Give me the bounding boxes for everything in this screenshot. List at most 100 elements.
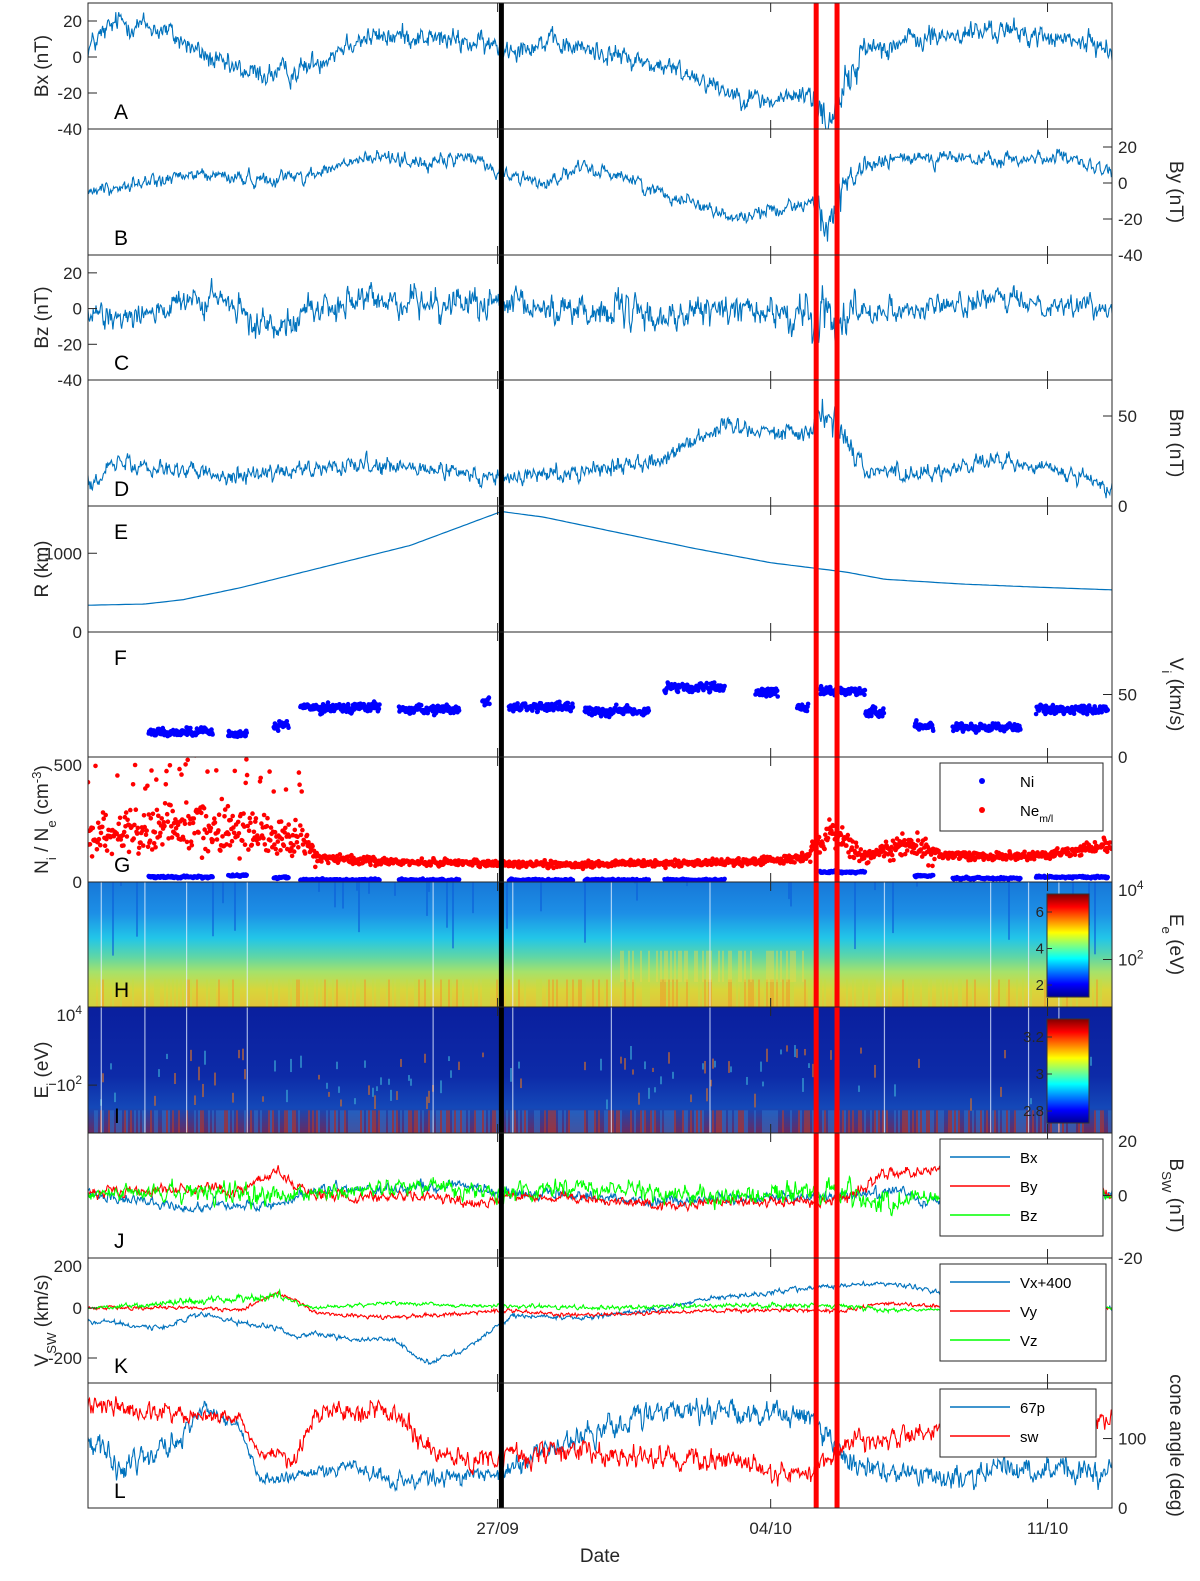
legend-entry-vz: Vz [1020,1333,1038,1350]
panel-d-frame [87,379,1113,507]
y-tick-label: -40 [57,120,82,139]
panel-g [88,757,1112,882]
y-tick-label: 0 [73,623,82,642]
legend-box [939,1388,1097,1458]
series-bz-line [88,278,1112,348]
series-67p-line [88,1397,1112,1493]
spectrogram-texture [88,882,1102,1007]
y-tick-label: 20 [1118,1132,1137,1151]
y-tick-label: 1000 [44,544,82,563]
legend-entry-by: By [1020,1179,1038,1196]
colorbar-tick-label: 3 [1036,1066,1044,1083]
y-tick-label: 0 [1118,1187,1127,1206]
panel-letter-b: B [114,227,128,250]
panel-letter-h: H [114,979,129,1002]
colorbar-tick-label: 3.2 [1023,1029,1044,1046]
y-tick-label: 200 [54,1257,82,1276]
panel-i-plot [88,1007,1112,1133]
panel-d [88,398,1112,499]
panel-letter-c: C [114,352,129,375]
panel-e [88,511,1112,606]
legend-entry-sw: sw [1020,1429,1039,1446]
y-tick-label: 50 [1118,686,1137,705]
y-tick-label: 104 [1118,878,1144,900]
panel-a-frame [87,2,1113,130]
colorbar-i [1046,1018,1090,1124]
y-tick-label: 0 [1118,1499,1127,1518]
legend-l: 67p sw [939,1388,1097,1458]
legend-g: Ni Nem/l [939,762,1104,832]
panel-c-plot [88,278,1112,348]
panel-d-plot [88,398,1112,499]
legend-box [939,762,1104,832]
y-tick-label: -20 [57,84,82,103]
x-tick-label: 27/09 [476,1519,519,1538]
panel-letter-l: L [114,1480,126,1503]
colorbar-tick-label: 4 [1036,941,1044,958]
panel-letter-f: F [114,647,127,670]
legend-entry-ne-m-l: Nem/l [1020,803,1053,825]
y-tick-label: -40 [57,371,82,390]
panel-a [88,12,1112,129]
colorbar-h [1046,893,1090,998]
y-tick-label: 0 [73,48,82,67]
y-tick-label: 0 [1118,497,1127,516]
series-r-line [88,511,1112,606]
y-tick-label: 0 [1118,748,1127,767]
y-tick-label: 20 [63,264,82,283]
x-axis-label: Date [580,1546,620,1567]
y-tick-label: 102 [56,1073,82,1095]
y-axis-label: Bx (nT) [32,35,53,97]
y-tick-label: 0 [73,300,82,319]
y-axis-label: Bz (nT) [32,286,53,348]
panel-h: 6 4 2 [88,882,1112,1007]
panel-letter-e: E [114,521,128,544]
legend-k: Vx+400 Vy Vz [939,1263,1107,1362]
y-tick-label: 0 [73,1299,82,1318]
x-tick-label: 04/10 [749,1519,792,1538]
panel-b-frame [87,128,1113,256]
panel-letter-i: I [114,1105,120,1128]
x-tick-label: 11/10 [1027,1519,1068,1538]
panel-e-plot [88,511,1112,606]
y-tick-label: 104 [56,1003,82,1025]
panel-i: 3.2 3 2.8 [88,1007,1112,1133]
panel-a-plot [88,12,1112,129]
y-tick-label: -20 [57,335,82,354]
legend-entry-ni: Ni [1020,774,1034,791]
y-axis-label: BSW (nT) [1160,1158,1187,1232]
y-tick-label: 102 [1118,948,1144,970]
series-ne-m-l-points [88,757,1112,872]
y-axis-label: Ni / Ne (cm-3) [29,765,59,874]
panel-c [88,278,1112,348]
panel-h-plot [88,882,1112,1007]
panel-letter-d: D [114,478,129,501]
legend-j: Bx By Bz [939,1138,1104,1237]
y-tick-label: 20 [1118,138,1137,157]
y-axis-label: Vi (km/s) [1160,658,1187,732]
y-tick-label: -20 [1118,210,1143,229]
panel-f [146,680,1110,740]
legend-entry-bx: Bx [1020,1150,1038,1167]
series-by-line [88,148,1112,242]
legend-marker [979,778,985,784]
panel-letter-k: K [114,1355,128,1378]
y-axis-label: By (nT) [1165,161,1186,223]
legend-marker [979,807,985,813]
panel-g-plot [88,757,1112,882]
y-tick-label: 500 [54,756,82,775]
y-axis-label: R (km) [32,541,53,598]
panel-letter-a: A [114,101,128,124]
legend-entry-bz: Bz [1020,1208,1038,1225]
panel-f-plot [146,680,1110,740]
panel-letter-g: G [114,854,130,877]
legend-entry-vx-400: Vx+400 [1020,1275,1071,1292]
y-axis-label: cone angle (deg) [1165,1374,1186,1517]
panel-e-frame [87,505,1113,633]
y-axis-label: Bm (nT) [1165,409,1186,478]
panel-b-plot [88,148,1112,242]
y-axis-label: Ee (eV) [1160,914,1187,975]
y-tick-label: 100 [1118,1430,1146,1449]
series-bx-line [88,12,1112,129]
